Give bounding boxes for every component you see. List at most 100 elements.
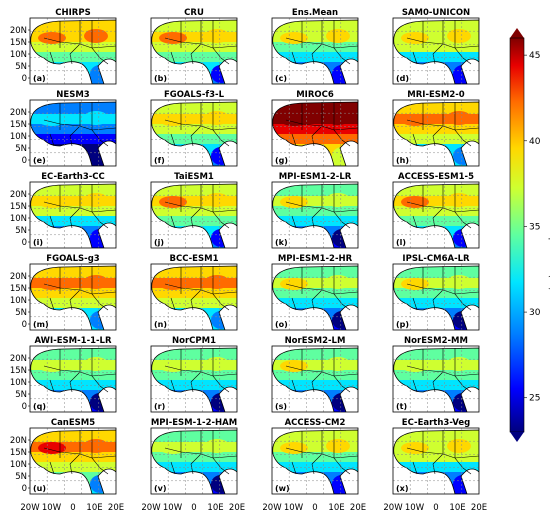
temperature-band	[151, 288, 237, 298]
coastline	[393, 19, 479, 84]
map-panel: CanESM5 (u) 20N 15N 10N 5N 0	[10, 418, 117, 495]
temperature-band	[272, 442, 358, 452]
temperature-band	[272, 42, 358, 52]
panel-frame	[392, 99, 480, 167]
temperature-band	[393, 370, 479, 380]
coastline	[151, 265, 237, 330]
panel-title: CRU	[184, 8, 204, 18]
temperature-hotspot	[401, 360, 429, 372]
x-tick-label: 10E	[449, 503, 465, 513]
panel-label: (t)	[396, 402, 407, 411]
temperature-band	[30, 442, 116, 452]
panel-title: BCC-ESM1	[170, 254, 219, 264]
temperature-hotspot	[401, 114, 429, 126]
map-panel: BCC-ESM1 (n)	[150, 254, 238, 331]
temperature-band	[272, 370, 358, 380]
temperature-band	[30, 452, 116, 462]
map-panel: NESM3 (e) 20N 15N 10N 5N 0	[10, 90, 117, 167]
temperature-band	[151, 124, 237, 134]
y-tick-label: 5N	[15, 308, 27, 318]
coastline	[151, 429, 237, 494]
coastline	[30, 19, 116, 84]
temperature-band	[393, 102, 479, 114]
coastline	[151, 19, 237, 84]
country-borders	[406, 430, 479, 475]
x-tick-label: 0	[312, 503, 317, 513]
panel-frame	[392, 427, 480, 495]
panel-frame	[150, 345, 238, 413]
temperature-band	[151, 452, 237, 462]
x-tick-label: 20W	[383, 503, 403, 513]
temperature-band	[393, 52, 479, 62]
y-tick-label: 15N	[10, 202, 27, 212]
temperature-band	[151, 216, 237, 226]
coastline	[272, 183, 358, 248]
x-tick-label: 10W	[42, 503, 62, 513]
temperature-band	[272, 278, 358, 288]
panel-frame	[392, 181, 480, 249]
temperature-hotspot	[159, 360, 187, 372]
temperature-band	[393, 32, 479, 42]
temperature-band	[272, 452, 358, 462]
country-borders	[406, 348, 479, 393]
temperature-band	[393, 298, 479, 308]
y-tick-label: 5N	[15, 472, 27, 482]
country-borders	[164, 102, 237, 147]
panel-frame	[271, 181, 359, 249]
temperature-band	[151, 42, 237, 52]
temperature-band	[30, 430, 116, 442]
temperature-hotspot	[326, 193, 350, 207]
temperature-hotspot	[447, 439, 471, 453]
colorbar-tick-label: 40	[529, 137, 541, 147]
panel-frame	[392, 345, 480, 413]
y-tick-label: 15N	[10, 284, 27, 294]
y-tick-label: 5N	[15, 390, 27, 400]
panel-label: (x)	[396, 484, 408, 493]
panel-title: TaiESM1	[174, 172, 214, 182]
x-tick-label: 20E	[350, 503, 366, 513]
temperature-band	[272, 102, 358, 114]
temperature-band	[151, 442, 237, 452]
y-tick-label: 0	[22, 238, 27, 248]
temperature-hotspot	[280, 32, 308, 44]
coastline	[393, 347, 479, 412]
temperature-hotspot	[84, 111, 108, 125]
panel-label: (g)	[275, 156, 288, 165]
country-borders	[285, 348, 358, 393]
country-borders	[43, 102, 116, 147]
temperature-hotspot	[38, 442, 66, 454]
temperature-band	[151, 52, 237, 62]
temperature-hotspot	[38, 360, 66, 372]
temperature-hotspot	[205, 29, 229, 43]
panel-frame	[150, 181, 238, 249]
temperature-band	[272, 196, 358, 206]
temperature-band	[30, 52, 116, 62]
temperature-band	[151, 370, 237, 380]
temperature-band	[272, 114, 358, 124]
temperature-band	[30, 124, 116, 134]
country-borders	[285, 102, 358, 147]
temperature-band	[393, 348, 479, 360]
country-borders	[406, 184, 479, 229]
temperature-band	[30, 462, 116, 472]
map-panel: MPI-ESM-1-2-HAM (v)	[150, 418, 238, 495]
panel-label: (e)	[33, 156, 46, 165]
temperature-band	[272, 266, 358, 278]
map-panel: MRI-ESM2-0 (h)	[392, 90, 480, 167]
panel-label: (l)	[396, 238, 406, 247]
temperature-band	[30, 206, 116, 216]
y-tick-label: 10N	[10, 460, 27, 470]
temperature-band	[393, 42, 479, 52]
temperature-band	[272, 124, 358, 134]
x-axis-labels: 20W 10W 0 10E 20E 20W 10W 0 10E 20E 20W 10W 0 10E 20E 2…	[20, 503, 487, 513]
coastline	[393, 265, 479, 330]
panel-label: (c)	[275, 74, 287, 83]
temperature-hotspot	[401, 32, 429, 44]
temperature-band	[30, 298, 116, 308]
temperature-band	[272, 184, 358, 196]
temperature-hotspot	[326, 275, 350, 289]
panel-title: NorESM2-MM	[404, 336, 468, 346]
country-borders	[43, 20, 116, 65]
temperature-band	[30, 42, 116, 52]
temperature-band	[272, 206, 358, 216]
